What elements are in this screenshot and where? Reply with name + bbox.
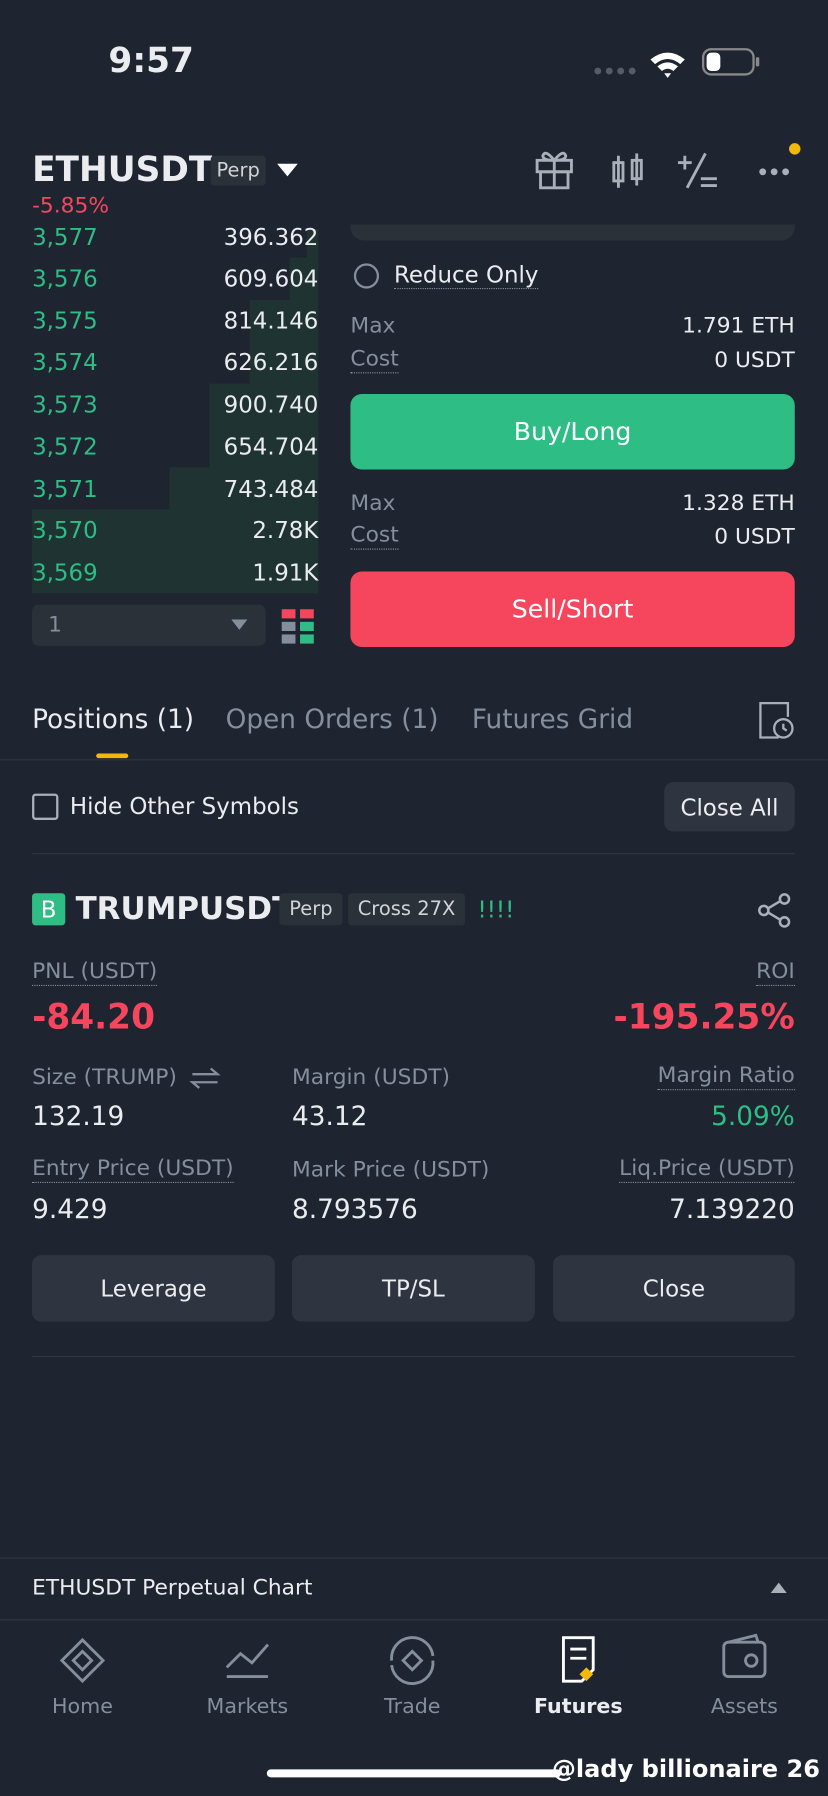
divider [32,1355,795,1358]
depth-select[interactable] [32,604,266,646]
margin: 43.12 [292,1102,368,1133]
roi: -195.25% [613,997,795,1038]
divider [0,1557,828,1559]
max-label: Max [350,313,396,339]
mark-label: Mark Price (USDT) [292,1157,490,1183]
divider [32,853,795,855]
nav-icons [59,1633,767,1685]
ratio-label: Margin Ratio [657,1064,795,1091]
ratio: 5.09% [711,1102,795,1133]
ask-price[interactable]: 3,573 [32,390,98,418]
symbol[interactable]: ETHUSDT [32,150,213,191]
cost-label: Cost [350,348,399,374]
ask-qty[interactable]: 814.146 [223,306,319,335]
position-symbol: TRUMPUSDT [75,891,294,928]
hide-other[interactable]: Hide Other Symbols [69,792,299,820]
ask-price[interactable]: 3,577 [32,223,98,251]
home-indicator [266,1769,562,1778]
ask-qty[interactable]: 2.78K [252,516,319,544]
size-label: Size (TRUMP) [32,1064,177,1090]
cost-value: 0 USDT [714,523,795,550]
reduce-only[interactable]: Reduce Only [393,260,539,290]
expand-arrow[interactable] [770,1582,787,1594]
max-value: 1.328 ETH [682,490,795,516]
time: 9:57 [108,41,194,82]
max-label: Max [350,490,396,516]
ask-price[interactable]: 3,570 [32,516,98,544]
history-icon[interactable] [758,701,795,740]
size: 132.19 [32,1102,125,1133]
nav-label[interactable]: Home [52,1694,113,1719]
divider [0,759,828,761]
nav-label[interactable]: Markets [206,1694,289,1719]
tab[interactable]: Futures Grid [471,704,634,735]
header-icons[interactable] [534,143,809,195]
ask-price[interactable]: 3,574 [32,348,98,376]
tpsl-button[interactable]: TP/SL [292,1255,535,1322]
chart-bar[interactable]: ETHUSDT Perpetual Chart [32,1575,313,1601]
entry: 9.429 [32,1195,108,1225]
margin-label: Margin (USDT) [292,1064,451,1090]
tab-underline [96,753,129,759]
max-value: 1.791 ETH [682,313,795,339]
nav-label[interactable]: Assets [710,1694,778,1719]
side-badge: B [32,893,66,926]
layout-toggle[interactable] [281,609,314,644]
ask-price[interactable]: 3,572 [32,432,98,461]
close-button[interactable]: Close [553,1255,795,1322]
share-icon[interactable] [758,893,792,928]
margin-tag: Cross 27X [348,893,465,926]
depth-value: 1 [48,612,62,638]
radio[interactable] [353,263,381,290]
ask-price[interactable]: 3,576 [32,264,98,293]
depth-arrow [231,619,248,630]
dropdown[interactable] [277,163,298,178]
perp-tag: Perp [279,893,343,926]
tab[interactable]: Open Orders (1) [225,704,439,735]
sell-button[interactable]: Sell/Short [350,571,795,648]
ask-qty[interactable]: 743.484 [223,475,319,503]
swap-icon[interactable] [189,1066,221,1089]
input-field[interactable] [350,224,795,241]
leverage-button[interactable]: Leverage [32,1255,275,1322]
nav-label[interactable]: Trade [384,1694,441,1719]
ask-price[interactable]: 3,575 [32,306,98,335]
ask-qty[interactable]: 626.216 [223,348,319,376]
liq-label: Liq.Price (USDT) [619,1157,795,1183]
ask-qty[interactable]: 654.704 [223,432,319,461]
cost-value: 0 USDT [714,347,795,373]
signal: !!!! [477,895,515,924]
ask-qty[interactable]: 900.740 [223,390,319,418]
mark: 8.793576 [292,1195,418,1225]
nav-label[interactable]: Futures [533,1694,623,1719]
ask-qty[interactable]: 396.362 [223,223,319,251]
ask-price[interactable]: 3,569 [32,558,98,587]
perp-tag: Perp [210,155,266,186]
ask-qty[interactable]: 1.91K [252,558,319,587]
watermark: @lady billionaire 26 [551,1755,820,1783]
close-all[interactable]: Close All [664,782,795,832]
roi-label: ROI [756,960,795,987]
change: -5.85% [32,192,110,219]
status-icons [594,48,760,78]
ask-price[interactable]: 3,571 [32,475,98,503]
divider [0,1619,828,1621]
tab[interactable]: Positions (1) [32,704,195,735]
depth-shading [32,229,319,594]
pnl: -84.20 [32,997,155,1038]
checkbox[interactable] [32,793,59,820]
buy-button[interactable]: Buy/Long [350,393,795,470]
pnl-label: PNL (USDT) [32,960,158,987]
ask-qty[interactable]: 609.604 [223,264,319,293]
entry-label: Entry Price (USDT) [32,1157,234,1183]
liq: 7.139220 [669,1195,795,1225]
cost-label: Cost [350,524,399,550]
